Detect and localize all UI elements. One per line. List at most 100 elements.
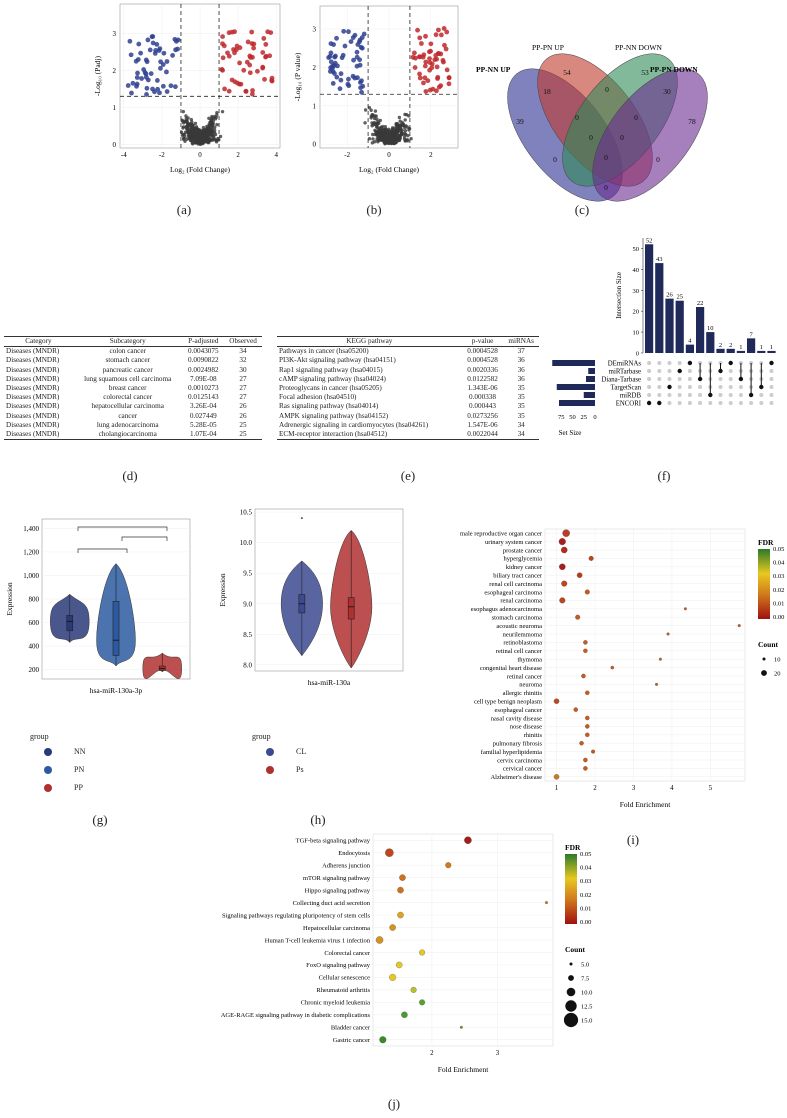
- enrichment-dot: [655, 682, 659, 686]
- point-ns: [214, 115, 218, 120]
- table-cell: 0.0004528: [467, 347, 498, 356]
- category-label: Chronic myeloid leukemia: [301, 1000, 370, 1007]
- point-up: [241, 67, 247, 73]
- y-axis-label: Expression: [5, 582, 14, 616]
- enrichment-dot: [575, 614, 581, 620]
- point-ns: [195, 136, 199, 141]
- y-tick-label: 400: [29, 643, 40, 651]
- point-down: [160, 62, 166, 67]
- panel-label-c: (c): [574, 202, 590, 217]
- legend-item: Ps: [266, 765, 306, 774]
- table-cell: 26: [239, 411, 247, 420]
- enrichment-dot: [401, 1011, 408, 1019]
- point-ns: [220, 109, 225, 114]
- category-label: neuroma: [519, 682, 542, 689]
- enrichment-dot: [395, 961, 403, 969]
- table-cell: Diseases (MNDR): [6, 420, 60, 429]
- violin-box: [347, 597, 355, 620]
- point-ns: [400, 128, 404, 132]
- enrichment-dot: [553, 698, 560, 704]
- matrix-dot-empty: [728, 385, 733, 389]
- y-tick-label: 20: [633, 309, 640, 316]
- category-label: prostate cancer: [503, 547, 543, 554]
- intersection-bar: [655, 263, 664, 353]
- point-ns: [190, 124, 194, 128]
- set-name-label: miRTarbase: [609, 369, 641, 376]
- table-cell: Diseases (MNDR): [6, 402, 60, 411]
- matrix-dot-empty: [677, 385, 682, 389]
- panel-label-a: (a): [176, 202, 192, 217]
- x-tick-label: 3: [632, 784, 636, 792]
- table-row: Diseases (MNDR) lung squamous cell carcin…: [4, 375, 262, 384]
- y-tick-label: 1,000: [23, 572, 39, 580]
- point-ns: [210, 126, 214, 131]
- count-tick-label: 12.5: [581, 1003, 592, 1010]
- count-legend-dot: [568, 975, 574, 981]
- point-up: [249, 91, 255, 97]
- dotplot-j: 2 3 TGF-beta signaling pathway Endocytosis A…: [221, 833, 592, 1074]
- point-up: [417, 54, 422, 60]
- point-up: [250, 88, 255, 93]
- point-up: [244, 59, 250, 65]
- point-ns: [203, 133, 207, 137]
- table-cell: 1.343E-06: [467, 384, 498, 393]
- violin-box: [66, 615, 74, 632]
- matrix-dot-empty: [657, 393, 662, 397]
- set-size-bar: [586, 376, 595, 382]
- table-header: Observed: [224, 335, 262, 348]
- category-label: male reproductive organ cancer: [460, 531, 543, 538]
- point-down: [136, 41, 142, 47]
- point-ns: [391, 131, 395, 135]
- svg-text:0: 0: [589, 133, 593, 142]
- point-up: [411, 50, 417, 56]
- enrichment-dot: [560, 546, 568, 554]
- panel-label-g: (g): [92, 812, 108, 827]
- fdr-tick-label: 0.02: [580, 892, 591, 899]
- point-down: [355, 42, 361, 47]
- point-up: [248, 55, 253, 60]
- legend-swatch: [44, 747, 52, 756]
- matrix-dot-empty: [647, 361, 652, 365]
- point-down: [346, 76, 351, 82]
- x-tick-label: 4: [274, 151, 278, 159]
- point-ns: [197, 129, 201, 133]
- venn-diagram: PP-NN UP PP-PN UP PP-NN DOWN PP-PN DOWN …: [476, 43, 708, 202]
- point-ns: [385, 132, 389, 137]
- point-down: [338, 71, 344, 77]
- point-ns: [393, 136, 397, 140]
- y-axis-label: Expression: [218, 573, 227, 607]
- matrix-dot-empty: [708, 401, 713, 405]
- point-down: [330, 80, 336, 86]
- x-tick-label: 1: [555, 784, 559, 792]
- matrix-dot-empty: [647, 385, 652, 389]
- y-axis-label: Intersection Size: [615, 272, 623, 319]
- table-cell: breast cancer: [108, 384, 147, 393]
- fdr-tick-label: 0.01: [773, 600, 784, 607]
- point-down: [168, 83, 174, 89]
- point-up: [245, 39, 251, 45]
- fdr-tick-label: 0.00: [773, 614, 784, 621]
- category-label: Rheumatoid arthritis: [316, 987, 370, 994]
- legend-item: PP: [44, 783, 86, 792]
- point-ns: [390, 127, 394, 131]
- point-down: [337, 86, 343, 92]
- table-header: miRNAs: [503, 335, 539, 348]
- y-tick-label: 0: [636, 351, 639, 358]
- y-tick-label: 8.5: [243, 631, 252, 639]
- y-tick-label: 1: [113, 104, 117, 112]
- table-cell: 35: [517, 393, 525, 402]
- bar-value-label: 1: [739, 344, 742, 351]
- category-label: cervical cancer: [503, 766, 543, 773]
- table-cell: 5.28E-05: [190, 420, 217, 429]
- table-cell: 30: [239, 365, 247, 374]
- table-row: Diseases (MNDR) cholangiocarcinoma 1.07E-0…: [4, 430, 262, 441]
- point-ns: [209, 118, 214, 122]
- point-down: [340, 52, 346, 58]
- point-ns: [189, 117, 194, 122]
- y-tick-label: 600: [29, 619, 40, 627]
- point-up: [441, 26, 447, 31]
- matrix-dot-filled: [657, 400, 662, 406]
- point-up: [220, 55, 226, 61]
- venn-set-pp-pn-down: [592, 68, 708, 202]
- table-cell: cancer: [118, 411, 138, 420]
